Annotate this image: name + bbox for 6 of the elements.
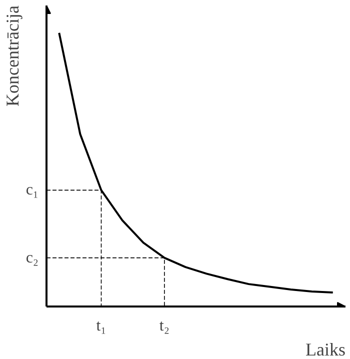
x-tick-label: t₁ <box>96 318 106 334</box>
y-axis-title: Koncentrācija <box>2 5 22 106</box>
x-tick-label: t₂ <box>159 318 170 334</box>
x-axis-title: Laiks <box>306 340 346 359</box>
text: c₁ <box>26 182 39 199</box>
text: c₂ <box>26 249 39 266</box>
